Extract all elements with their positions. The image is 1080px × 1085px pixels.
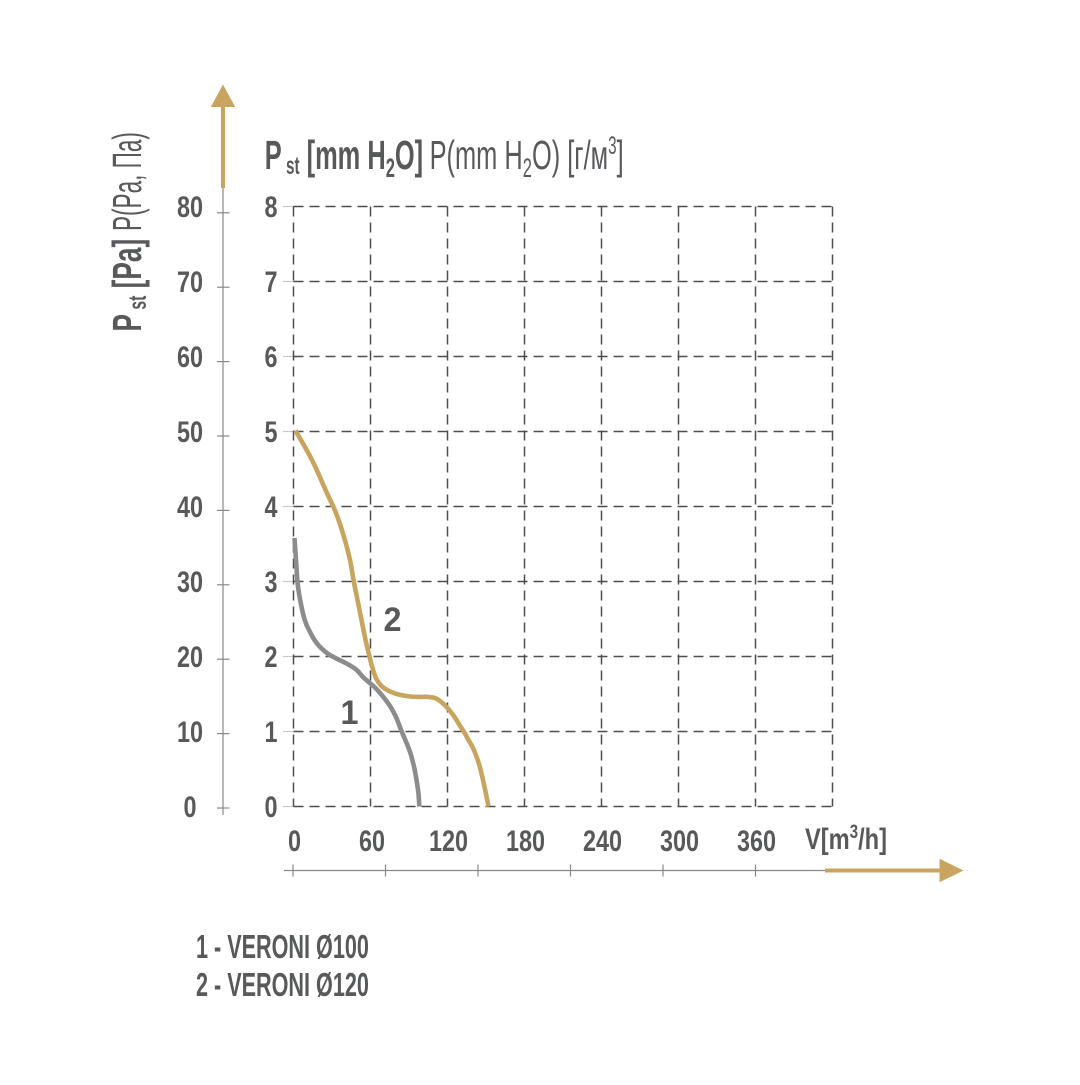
svg-text:5: 5 <box>264 415 277 448</box>
svg-text:6: 6 <box>264 340 277 373</box>
svg-text:180: 180 <box>506 824 545 857</box>
svg-text:1 - VERONI Ø100: 1 - VERONI Ø100 <box>196 928 369 965</box>
svg-text:0: 0 <box>288 824 301 857</box>
svg-text:2: 2 <box>264 640 277 673</box>
svg-text:V[m3/h]: V[m3/h] <box>805 821 887 855</box>
svg-text:P st [mm H2O]: P st [mm H2O] <box>265 133 423 183</box>
svg-text:30: 30 <box>177 565 203 598</box>
svg-text:60: 60 <box>359 824 385 857</box>
svg-text:40: 40 <box>177 490 203 523</box>
svg-text:1: 1 <box>341 694 359 732</box>
svg-text:7: 7 <box>264 265 277 298</box>
svg-text:20: 20 <box>177 640 203 673</box>
svg-text:3: 3 <box>264 565 277 598</box>
svg-text:120: 120 <box>429 824 468 857</box>
svg-text:300: 300 <box>660 824 699 857</box>
svg-text:360: 360 <box>737 824 776 857</box>
svg-text:2: 2 <box>384 601 402 639</box>
svg-text:1: 1 <box>264 715 277 748</box>
svg-text:60: 60 <box>177 340 203 373</box>
svg-text:50: 50 <box>177 415 203 448</box>
svg-text:2 - VERONI Ø120: 2 - VERONI Ø120 <box>196 966 369 1003</box>
svg-text:10: 10 <box>177 715 203 748</box>
svg-text:P(Pa, Па): P(Pa, Па) <box>105 132 151 231</box>
svg-text:80: 80 <box>177 190 203 223</box>
svg-text:4: 4 <box>264 490 277 523</box>
svg-text:70: 70 <box>177 265 203 298</box>
svg-text:P st [Pa]: P st [Pa] <box>105 239 152 332</box>
svg-text:240: 240 <box>583 824 622 857</box>
svg-text:0: 0 <box>264 790 277 823</box>
svg-text:0: 0 <box>183 790 196 823</box>
svg-text:8: 8 <box>264 190 277 223</box>
